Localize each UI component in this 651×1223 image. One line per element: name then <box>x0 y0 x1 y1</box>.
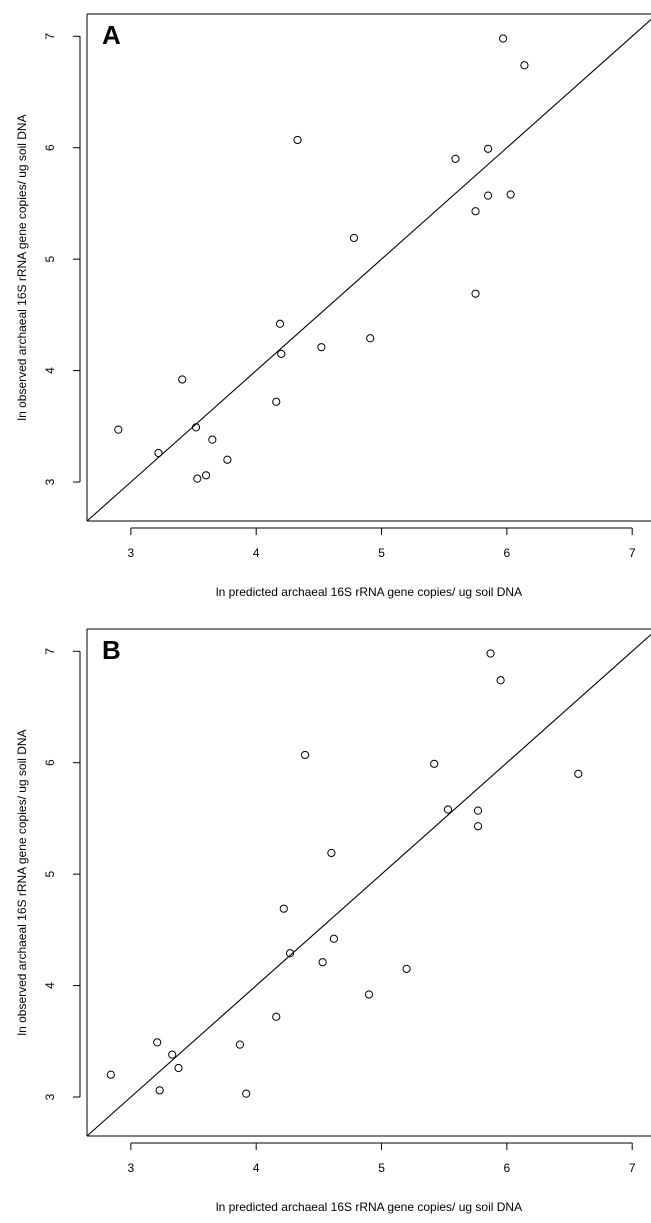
y-axis-label: ln observed archaeal 16S rRNA gene copie… <box>15 729 29 1035</box>
data-point <box>277 349 286 358</box>
data-point <box>574 769 583 778</box>
x-tick-label: 3 <box>128 546 135 560</box>
data-point <box>191 423 201 432</box>
data-point <box>327 848 336 858</box>
x-tick-label: 6 <box>504 1161 511 1175</box>
x-tick-label: 6 <box>504 546 511 560</box>
reference-line <box>86 634 651 1137</box>
panel-label: A <box>102 20 121 50</box>
data-point <box>153 1038 162 1047</box>
y-tick-label: 5 <box>43 870 57 877</box>
y-tick-label: 5 <box>43 255 57 262</box>
data-point <box>366 334 375 343</box>
data-point <box>329 934 339 943</box>
data-point <box>223 455 232 464</box>
data-point <box>242 1089 251 1098</box>
y-tick-label: 3 <box>43 478 57 485</box>
data-point <box>486 649 495 658</box>
panel-b: 3 4 5 6 7 3 4 5 6 7 Bln predicted archaeal 16S rRN… <box>15 628 651 1214</box>
data-point <box>201 471 211 480</box>
y-tick-label: 7 <box>43 33 57 40</box>
data-point <box>364 990 374 999</box>
data-point <box>317 343 326 352</box>
y-tick-label: 3 <box>43 1093 57 1100</box>
panel-a: 3 4 5 6 7 3 4 5 6 7 Aln predicted archaeal 16S rRN… <box>15 13 651 599</box>
data-point <box>483 144 493 153</box>
data-point <box>520 61 529 70</box>
x-tick-label: 3 <box>128 1161 135 1175</box>
data-point <box>178 375 187 384</box>
y-tick-label: 4 <box>43 982 57 989</box>
y-tick-label: 4 <box>43 367 57 374</box>
x-tick-label: 5 <box>378 1161 385 1175</box>
data-point <box>106 1070 115 1079</box>
data-point <box>168 1050 177 1059</box>
x-tick-label: 4 <box>253 1161 260 1175</box>
data-point <box>272 397 281 406</box>
data-point <box>155 1086 164 1095</box>
y-tick-label: 7 <box>43 648 57 655</box>
data-point <box>402 964 411 973</box>
data-point <box>272 1012 281 1021</box>
data-point <box>193 474 202 483</box>
data-point <box>496 676 505 685</box>
data-point <box>300 750 310 760</box>
data-point <box>114 425 123 434</box>
data-point <box>293 135 302 145</box>
data-point <box>349 233 359 243</box>
x-tick-label: 4 <box>253 546 260 560</box>
data-point <box>285 949 295 958</box>
reference-line <box>86 19 651 522</box>
data-point <box>318 958 327 967</box>
y-tick-label: 6 <box>43 759 57 766</box>
panel-label: B <box>102 635 121 665</box>
data-point <box>174 1063 183 1073</box>
x-tick-label: 7 <box>629 546 636 560</box>
data-point <box>430 759 439 768</box>
data-point <box>275 319 285 328</box>
x-tick-label: 5 <box>378 546 385 560</box>
data-point <box>235 1040 245 1049</box>
data-point <box>279 904 288 913</box>
data-point <box>443 805 453 814</box>
x-axis-label: ln predicted archaeal 16S rRNA gene copi… <box>216 1200 522 1214</box>
data-point <box>208 435 217 444</box>
data-point <box>473 806 483 815</box>
y-axis-label: ln observed archaeal 16S rRNA gene copie… <box>15 114 29 420</box>
data-point <box>506 190 515 199</box>
data-point <box>451 154 460 163</box>
data-point <box>471 207 480 216</box>
x-tick-label: 7 <box>629 1161 636 1175</box>
data-point <box>473 822 483 831</box>
data-point <box>483 191 493 200</box>
data-point <box>471 289 480 298</box>
data-point <box>154 448 163 458</box>
y-tick-label: 6 <box>43 144 57 151</box>
data-point <box>499 34 508 43</box>
x-axis-label: ln predicted archaeal 16S rRNA gene copi… <box>216 585 522 599</box>
